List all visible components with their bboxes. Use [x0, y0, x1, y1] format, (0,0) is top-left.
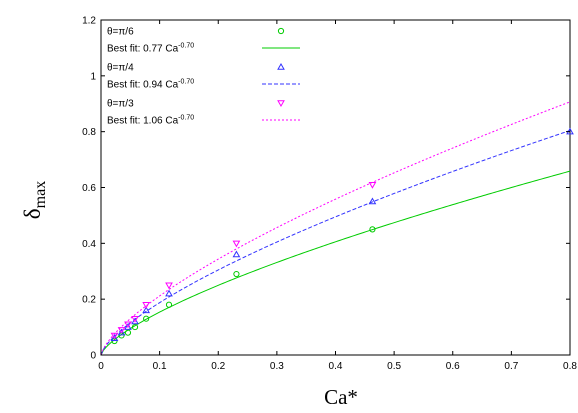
x-tick-label: 0.3	[270, 361, 284, 372]
x-tick-label: 0.5	[387, 361, 401, 372]
data-point	[369, 226, 376, 233]
legend-fit-label: Best fit: 0.77 Ca-0.70	[107, 43, 194, 55]
x-tick-label: 0.2	[211, 361, 225, 372]
fit-line	[100, 170, 571, 356]
data-point	[143, 315, 150, 322]
y-tick-label: 0	[90, 351, 96, 362]
y-axis-title-subscript: max	[32, 181, 49, 209]
x-tick-label: 0.4	[329, 361, 343, 372]
legend: θ=π/6 Best fit: 0.77 Ca-0.70 θ=π/4 Best fit…	[107, 27, 300, 127]
x-axis-title: Ca*	[324, 385, 358, 409]
y-axis-title: δmax	[20, 181, 49, 219]
y-tick-label: 0.2	[82, 295, 96, 306]
fit-line	[100, 101, 571, 356]
data-point	[117, 328, 126, 336]
y-axis-title-symbol: δ	[20, 208, 45, 219]
data-point	[110, 334, 119, 341]
data-point	[131, 317, 139, 325]
data-point	[165, 301, 173, 308]
fit-lines	[100, 101, 571, 356]
x-tick-label: 0.6	[446, 361, 460, 372]
data-point	[368, 197, 377, 205]
fit-line	[100, 130, 571, 356]
y-tick-label: 0.4	[82, 239, 96, 250]
data-point	[142, 302, 151, 309]
data-point	[142, 306, 151, 314]
legend-series-label: θ=π/4	[107, 63, 134, 74]
data-point	[124, 323, 132, 330]
x-tick-label: 0.8	[563, 361, 577, 372]
legend-fit-exponent: -0.70	[178, 43, 194, 50]
x-tick-label: 0	[98, 361, 104, 372]
x-tick-label: 0.1	[153, 361, 167, 372]
legend-fit-exponent: -0.70	[178, 115, 194, 122]
data-point	[117, 327, 126, 334]
legend-series-marker	[277, 100, 285, 108]
data-point	[232, 240, 241, 248]
x-tick-label: 0.7	[504, 361, 518, 372]
data-point	[233, 270, 240, 278]
data-point	[232, 250, 241, 258]
data-point	[131, 315, 139, 323]
y-tick-label: 0.8	[82, 127, 96, 138]
legend-series-label: θ=π/3	[107, 99, 134, 110]
data-point	[165, 289, 173, 297]
data-point	[124, 321, 132, 329]
data-point	[110, 332, 119, 340]
legend-fit-label: Best fit: 1.06 Ca-0.70	[107, 115, 194, 127]
legend-series-label: θ=π/6	[107, 27, 134, 38]
legend-fit-label: Best fit: 0.94 Ca-0.70	[107, 79, 194, 91]
data-point	[131, 323, 139, 331]
data-point	[124, 329, 132, 336]
axis-ticks: 0 0.1 0.2 0.3 0.4 0.5 0.6 0.7 0.8 0 0.2 0.4 0.6 0.8 1 1…	[82, 16, 577, 373]
data-markers	[110, 127, 574, 345]
data-point	[368, 181, 377, 189]
y-tick-label: 1	[90, 71, 96, 82]
legend-series-marker	[277, 27, 285, 35]
y-tick-label: 1.2	[82, 16, 96, 27]
y-tick-label: 0.6	[82, 183, 96, 194]
legend-series-marker	[277, 62, 285, 70]
legend-fit-exponent: -0.70	[178, 79, 194, 86]
data-point	[165, 282, 173, 290]
